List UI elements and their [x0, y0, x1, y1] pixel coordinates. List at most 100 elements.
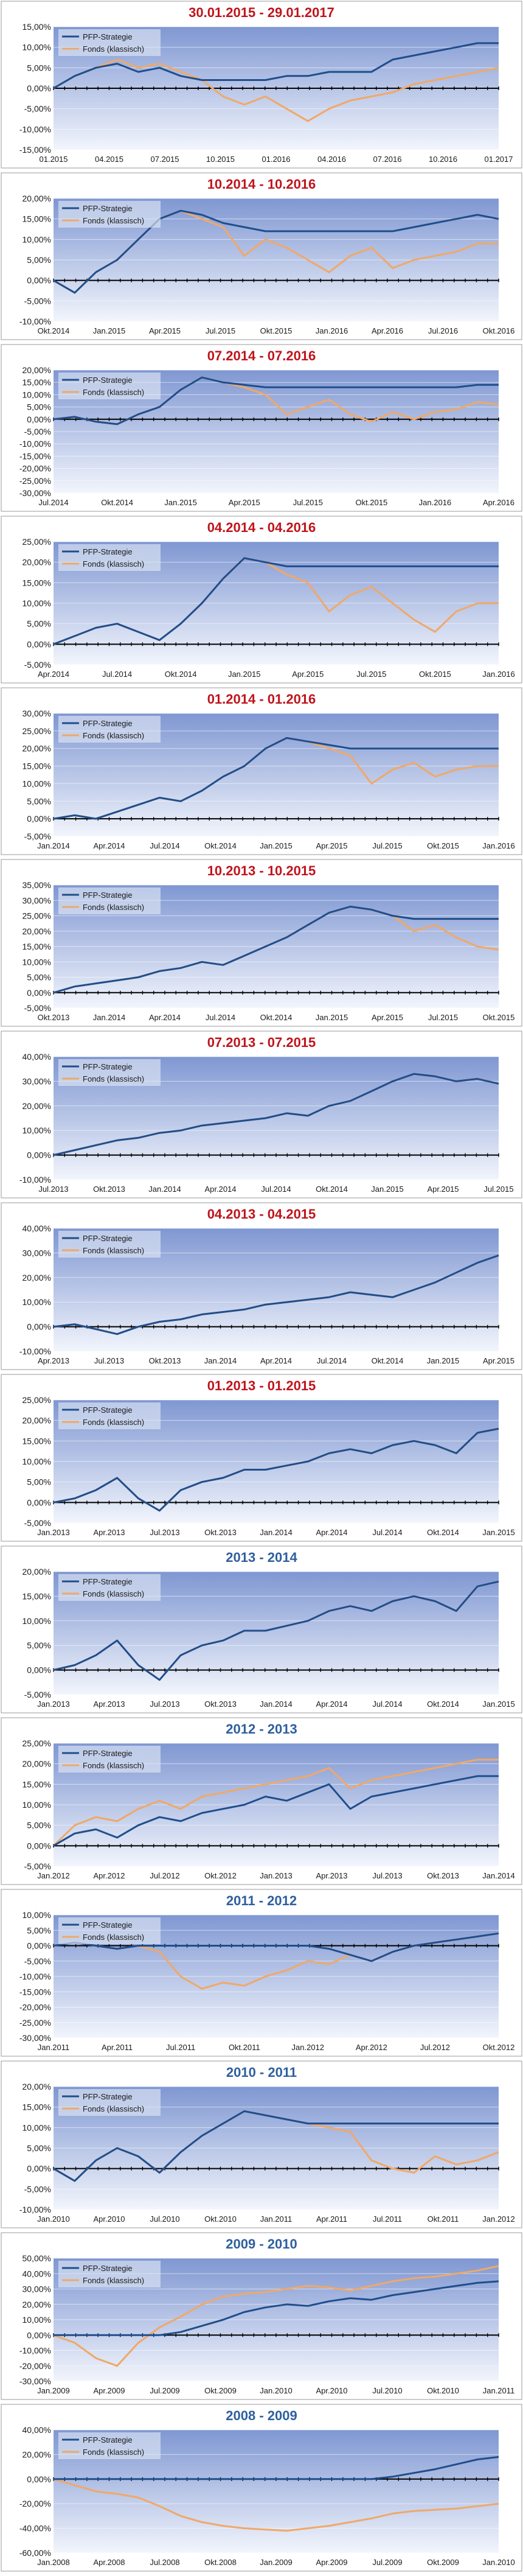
x-tick-label: Apr.2010 [93, 2214, 125, 2224]
y-tick-label: 0,00% [27, 639, 51, 649]
chart-title: 10.2013 - 10.2015 [207, 863, 316, 878]
x-tick-label: Jan.2016 [482, 841, 515, 850]
y-tick-label: 30,00% [23, 1248, 51, 1258]
x-tick-label: Apr.2012 [356, 2043, 387, 2052]
y-tick-label: 15,00% [23, 2102, 51, 2112]
chart-6: 07.2013 - 07.2015 40,00% 30,00% 20,00% 10,00… [1, 1031, 522, 1199]
legend-label-fund: Fonds (klassisch) [83, 388, 144, 397]
x-tick-label: Jul.2009 [150, 2386, 179, 2395]
x-tick-label: Jan.2015 [228, 670, 261, 679]
legend-box [58, 544, 161, 571]
legend: PFP-Strategie Fonds (klassisch) [58, 2089, 161, 2116]
y-tick-label: 15,00% [23, 578, 51, 587]
chart-title: 2012 - 2013 [226, 1721, 297, 1737]
chart-title: 10.2014 - 10.2016 [207, 177, 316, 192]
x-tick-label: Apr.2011 [102, 2043, 133, 2052]
y-tick-label: -20,00% [19, 2003, 51, 2012]
y-tick-label: 25,00% [23, 537, 51, 547]
x-tick-label: Okt.2015 [483, 1013, 515, 1022]
x-tick-label: Apr.2016 [483, 498, 514, 507]
y-tick-label: 0,00% [27, 415, 51, 424]
x-tick-label: Apr.2014 [93, 841, 125, 850]
x-tick-label: Jan.2015 [482, 1528, 515, 1537]
x-tick-label: Jan.2010 [482, 2558, 515, 2567]
x-tick-label: Apr.2008 [93, 2558, 125, 2567]
legend: PFP-Strategie Fonds (klassisch) [58, 887, 161, 914]
y-tick-label: 15,00% [23, 377, 51, 387]
legend-box [58, 2261, 161, 2287]
chart-title: 01.2013 - 01.2015 [207, 1378, 316, 1393]
x-tick-label: Jul.2014 [150, 841, 179, 850]
y-tick-label: -20,00% [19, 464, 51, 474]
legend-label-fund: Fonds (klassisch) [83, 1418, 144, 1427]
legend: PFP-Strategie Fonds (klassisch) [58, 2432, 161, 2459]
x-tick-label: Apr.2013 [93, 1528, 125, 1537]
y-tick-label: 20,00% [23, 2449, 51, 2459]
y-tick-label: 0,00% [27, 988, 51, 998]
y-tick-label: 25,00% [23, 1738, 51, 1748]
x-tick-label: Apr.2015 [149, 326, 181, 335]
y-tick-label: 40,00% [23, 2269, 51, 2278]
x-tick-label: Jul.2010 [150, 2214, 179, 2224]
x-tick-label: Jan.2015 [427, 1356, 460, 1365]
legend-box [58, 1917, 161, 1944]
x-tick-label: Apr.2015 [292, 670, 324, 679]
chart-3: 04.2014 - 04.2016 25,00% 20,00% 15,00% 10,00… [1, 516, 522, 684]
y-tick-label: 10,00% [23, 43, 51, 52]
x-tick-label: Jan.2011 [483, 2386, 515, 2395]
x-tick-label: Jul.2014 [372, 1528, 402, 1537]
chart-title: 01.2014 - 01.2016 [207, 691, 316, 707]
legend: PFP-Strategie Fonds (klassisch) [58, 716, 161, 743]
x-tick-label: Okt.2012 [483, 2043, 515, 2052]
y-tick-label: 20,00% [23, 1273, 51, 1283]
y-tick-label: 20,00% [23, 365, 51, 375]
x-tick-label: Okt.2014 [101, 498, 133, 507]
x-tick-label: Okt.2013 [38, 1013, 70, 1022]
chart-title: 04.2013 - 04.2015 [207, 1206, 316, 1222]
legend-box [58, 1059, 161, 1086]
x-tick-label: Apr.2011 [316, 2214, 347, 2224]
y-tick-label: 5,00% [27, 1925, 51, 1935]
y-tick-label: 15,00% [23, 214, 51, 224]
legend-box [58, 1574, 161, 1601]
x-tick-label: Okt.2015 [260, 326, 293, 335]
x-tick-label: Apr.2014 [38, 670, 69, 679]
x-tick-label: Jan.2016 [482, 670, 515, 679]
chart-title: 07.2014 - 07.2016 [207, 348, 316, 363]
legend-label-strategy: PFP-Strategie [83, 1920, 133, 1930]
y-tick-label: 20,00% [23, 2082, 51, 2091]
chart-title: 04.2014 - 04.2016 [207, 520, 316, 535]
legend-label-strategy: PFP-Strategie [83, 2264, 133, 2273]
y-tick-label: 5,00% [27, 796, 51, 806]
y-tick-label: 10,00% [23, 2315, 51, 2325]
legend-box [58, 29, 161, 56]
legend-box [58, 2089, 161, 2116]
x-tick-label: Jan.2014 [148, 1185, 181, 1194]
series-line-fund [53, 58, 499, 122]
y-tick-label: 15,00% [23, 1436, 51, 1446]
legend-label-strategy: PFP-Strategie [83, 1234, 133, 1243]
chart-title: 2008 - 2009 [226, 2408, 297, 2423]
y-tick-label: -15,00% [19, 145, 51, 155]
chart-0: 30.01.2015 - 29.01.2017 15,00% 10,00% 5,00%… [1, 1, 522, 169]
series-line-strategy [53, 737, 499, 820]
y-tick-label: 5,00% [27, 1477, 51, 1487]
series-line-strategy [53, 1775, 499, 1847]
y-tick-label: -30,00% [19, 488, 51, 498]
x-tick-label: Okt.2014 [427, 1699, 459, 1709]
x-tick-label: Okt.2014 [372, 1356, 404, 1365]
x-tick-label: Apr.2009 [316, 2558, 347, 2567]
legend-box [58, 2432, 161, 2459]
series-line-strategy [53, 2110, 499, 2182]
x-tick-label: Jul.2009 [372, 2558, 402, 2567]
legend-label-fund: Fonds (klassisch) [83, 216, 144, 225]
x-tick-label: Jul.2010 [372, 2386, 402, 2395]
legend-label-fund: Fonds (klassisch) [83, 44, 144, 54]
y-tick-label: -5,00% [24, 1956, 51, 1966]
x-tick-label: Okt.2013 [427, 1871, 459, 1880]
y-tick-label: 10,00% [23, 957, 51, 967]
y-tick-label: 10,00% [23, 1125, 51, 1135]
x-tick-label: Apr.2013 [316, 1871, 347, 1880]
y-tick-label: 10,00% [23, 1457, 51, 1466]
x-tick-label: Apr.2014 [204, 1185, 236, 1194]
